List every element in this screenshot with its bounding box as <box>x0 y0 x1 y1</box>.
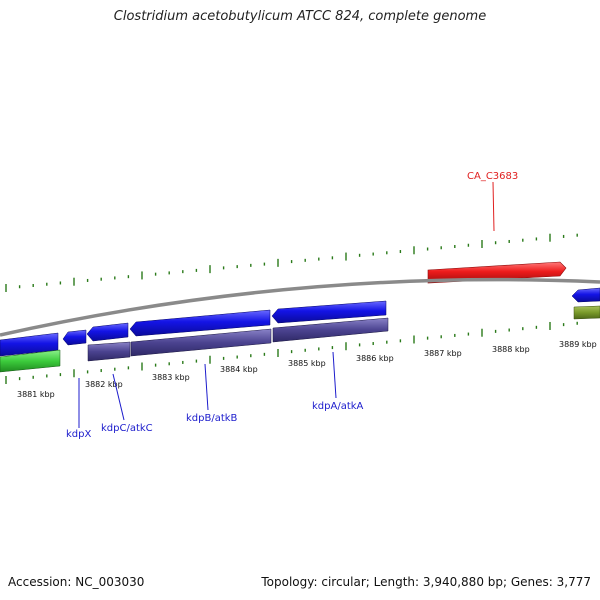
scale-labels: 3881 kbp 3882 kbp 3883 kbp 3884 kbp 3885… <box>17 340 597 399</box>
forward-genes[interactable] <box>0 287 600 357</box>
tick-label: 3888 kbp <box>492 345 530 354</box>
gene-label-kdpb[interactable]: kdpB/atkB <box>186 413 238 424</box>
lower-tick-row <box>5 321 578 384</box>
olive-feature-right[interactable] <box>573 305 600 320</box>
tick-label: 3885 kbp <box>288 359 326 368</box>
gene-label-ca-c3683: CA_C3683 <box>467 171 518 182</box>
gene-kdpb-blue <box>129 309 271 337</box>
gene-ca-c3683[interactable]: CA_C3683 <box>427 171 567 284</box>
cds-kdpc <box>87 341 131 362</box>
green-feature-left[interactable] <box>0 349 61 373</box>
gene-label-kdpc[interactable]: kdpC/atkC <box>101 423 153 434</box>
tick-label: 3887 kbp <box>424 349 462 358</box>
gene-kdpx-blue <box>62 329 87 346</box>
map-title: Clostridium acetobutylicum ATCC 824, com… <box>113 9 487 24</box>
upper-tick-row <box>5 233 578 292</box>
accession-label: Accession: NC_003030 <box>8 575 145 589</box>
genome-summary: Topology: circular; Length: 3,940,880 bp… <box>261 575 591 589</box>
cds-features[interactable] <box>87 317 389 362</box>
gene-right-blue <box>571 287 600 303</box>
tick-label: 3889 kbp <box>559 340 597 349</box>
gene-label-leaders <box>78 351 337 428</box>
gene-label-kdpx[interactable]: kdpX <box>66 429 91 440</box>
tick-label: 3881 kbp <box>17 390 55 399</box>
genome-backbone <box>0 277 600 337</box>
cds-kdpa <box>272 317 389 343</box>
tick-label: 3884 kbp <box>220 365 258 374</box>
gene-label-kdpa[interactable]: kdpA/atkA <box>312 401 364 412</box>
tick-label: 3883 kbp <box>152 373 190 382</box>
tick-label: 3886 kbp <box>356 354 394 363</box>
tick-label: 3882 kbp <box>85 380 123 389</box>
cds-kdpb <box>130 328 272 357</box>
gene-kdpc-blue <box>86 322 129 342</box>
gene-kdpa-blue <box>271 300 387 324</box>
